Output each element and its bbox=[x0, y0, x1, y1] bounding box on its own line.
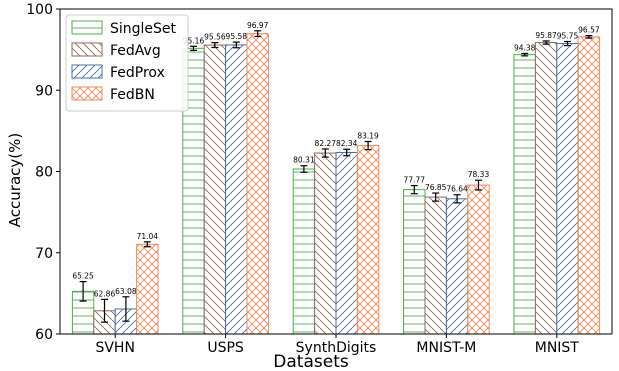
x-axis-title: Datasets bbox=[273, 352, 349, 371]
legend: SingleSet FedAvg FedProx FedBN bbox=[65, 14, 189, 112]
legend-swatch-singleset bbox=[71, 20, 103, 35]
legend-label-fedavg: FedAvg bbox=[110, 43, 161, 59]
bar-fedbn-usps bbox=[246, 33, 269, 335]
bar-fedbn-synthdigits bbox=[356, 145, 380, 335]
value-label: 65.25 bbox=[72, 272, 94, 281]
value-label: 96.97 bbox=[247, 21, 269, 30]
x-tick-label: SVHN bbox=[95, 340, 134, 356]
bar-singleset-mnist bbox=[513, 54, 536, 335]
plot-frame bbox=[59, 8, 613, 335]
value-label: 95.16 bbox=[183, 36, 205, 45]
value-label: 71.04 bbox=[137, 232, 159, 241]
y-tick-label: 90 bbox=[35, 83, 53, 99]
y-tick-label: 100 bbox=[26, 2, 53, 18]
value-label: 77.77 bbox=[404, 176, 426, 185]
legend-label-fedbn: FedBN bbox=[110, 87, 155, 103]
bar-fedprox-mnist bbox=[556, 43, 579, 335]
value-label: 94.38 bbox=[514, 43, 536, 52]
bar-fedprox-mnist-m bbox=[445, 198, 469, 335]
y-tick-label: 80 bbox=[35, 165, 53, 181]
y-tick-label: 60 bbox=[35, 327, 53, 343]
bar-fedavg-usps bbox=[203, 44, 227, 335]
value-label: 95.87 bbox=[535, 31, 557, 40]
bar-singleset-synthdigits bbox=[292, 168, 316, 335]
value-label: 76.85 bbox=[425, 183, 447, 192]
legend-label-singleset: SingleSet bbox=[110, 21, 177, 37]
x-tick-label: SynthDigits bbox=[296, 340, 377, 356]
axes-layer: SVHN USPS SynthDigits MNIST-M MNIST 60 70 80 90 1… bbox=[26, 2, 613, 356]
value-label: 62.86 bbox=[94, 289, 116, 298]
value-label: 95.56 bbox=[204, 33, 226, 42]
value-label: 78.33 bbox=[468, 170, 490, 179]
x-tick-label: USPS bbox=[207, 340, 244, 356]
legend-swatch-fedavg bbox=[71, 42, 103, 57]
bar-fedavg-synthdigits bbox=[314, 152, 337, 335]
bar-fedprox-synthdigits bbox=[335, 151, 358, 335]
x-tick-label: MNIST bbox=[535, 340, 580, 356]
bar-fedbn-mnist-m bbox=[467, 184, 490, 335]
value-label: 83.19 bbox=[357, 132, 379, 141]
value-label: 95.75 bbox=[557, 32, 579, 41]
value-label: 63.08 bbox=[115, 287, 137, 296]
bar-fedbn-svhn bbox=[136, 243, 159, 335]
bar-fedbn-mnist bbox=[577, 36, 601, 335]
value-label: 82.34 bbox=[336, 139, 358, 148]
bar-fedprox-usps bbox=[225, 44, 248, 335]
legend-swatch-fedprox bbox=[71, 64, 103, 79]
y-axis-title: Accuracy(%) bbox=[6, 133, 24, 227]
bar-fedavg-mnist-m bbox=[424, 196, 447, 335]
value-label: 82.27 bbox=[315, 139, 337, 148]
value-label: 76.64 bbox=[446, 185, 468, 194]
legend-swatch-fedbn bbox=[71, 86, 103, 101]
bar-singleset-mnist-m bbox=[403, 189, 426, 335]
value-label: 96.57 bbox=[578, 26, 600, 35]
x-tick-label: MNIST-M bbox=[416, 340, 476, 356]
legend-label-fedprox: FedProx bbox=[110, 65, 165, 81]
value-label: 95.58 bbox=[226, 32, 248, 41]
bar-fedavg-mnist bbox=[534, 42, 558, 335]
value-label: 80.31 bbox=[293, 156, 315, 165]
y-tick-label: 70 bbox=[35, 246, 53, 262]
